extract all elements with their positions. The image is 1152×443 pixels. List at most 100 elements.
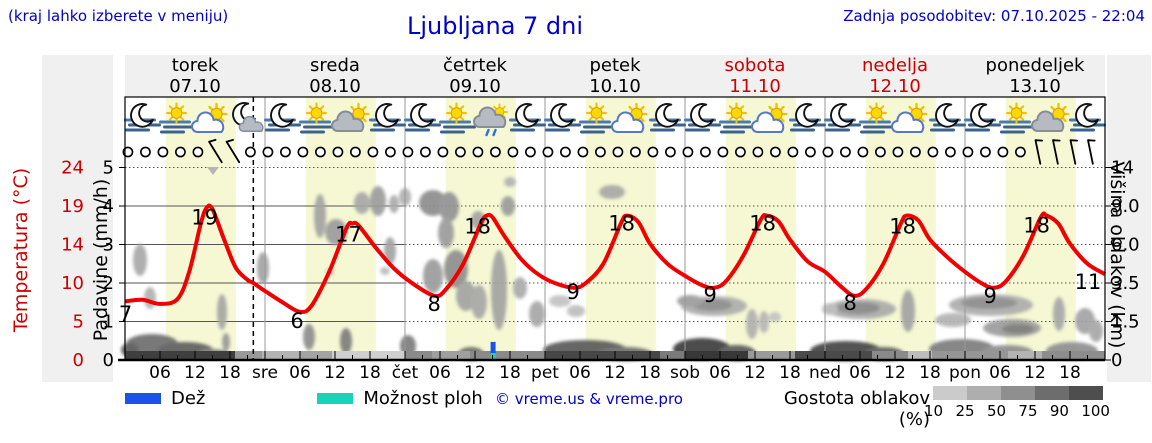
- cloud-blob: [549, 295, 571, 307]
- cloud-blob: [1089, 320, 1103, 342]
- cloud-blob: [822, 303, 838, 315]
- temp-axis-label: 10: [61, 273, 84, 294]
- calm-wind-icon: [752, 146, 764, 158]
- cloud-blob: [438, 218, 454, 248]
- cloud-blob: [501, 196, 515, 216]
- shower-legend-label: Možnost ploh: [363, 388, 483, 409]
- time-tick-label: 12: [184, 363, 206, 383]
- calm-wind-icon: [927, 146, 939, 158]
- cloud-blob: [935, 313, 971, 327]
- day-date: 08.10: [309, 76, 361, 97]
- calm-wind-icon: [332, 146, 344, 158]
- temp-value-label: 9: [983, 284, 996, 308]
- temp-axis-label: 0: [73, 350, 84, 371]
- ground-cloud-strip: [545, 351, 660, 359]
- temperature-curve: [124, 203, 1107, 315]
- moon-icon: [1075, 102, 1099, 128]
- cloud-axis-label: 9.0: [1111, 196, 1140, 217]
- density-scale-label: 75: [1018, 402, 1038, 420]
- calm-wind-icon: [910, 146, 921, 158]
- calm-wind-icon: [175, 146, 186, 158]
- rain-bar: [490, 341, 496, 354]
- calm-wind-icon: [577, 146, 589, 158]
- day-date: 13.10: [1009, 76, 1061, 97]
- cloud-blob: [471, 285, 487, 319]
- temp-value-label: 19: [191, 206, 218, 230]
- calm-wind-icon: [262, 146, 274, 158]
- calm-wind-icon: [560, 146, 571, 158]
- moon-icon: [690, 102, 714, 128]
- moon-icon: [375, 102, 399, 128]
- cloud-blob: [222, 333, 230, 351]
- calm-wind-icon: [892, 146, 904, 158]
- time-tick-label: 12: [744, 363, 766, 383]
- time-tick-label: 18: [359, 363, 381, 383]
- ground-cloud-strip: [685, 351, 748, 359]
- cloud-blob: [217, 294, 227, 330]
- moon-graycloud-icon: [232, 101, 264, 132]
- calm-wind-icon: [122, 146, 134, 158]
- day-date: 10.10: [589, 76, 641, 97]
- calm-wind-icon: [980, 146, 991, 158]
- cloud-blob: [529, 301, 545, 327]
- day-date: 07.10: [169, 76, 221, 97]
- time-tick-label: 12: [324, 363, 346, 383]
- calm-wind-icon: [402, 146, 414, 158]
- temp-value-label: 18: [889, 215, 916, 239]
- precip-axis-label: 3: [103, 235, 114, 256]
- moon-icon: [830, 102, 854, 128]
- cloud-blob: [314, 194, 326, 238]
- wind-barb-icon: [1078, 136, 1105, 165]
- time-tick-label: sre: [252, 363, 278, 383]
- ground-cloud-strip: [332, 351, 405, 359]
- day-date: 12.10: [869, 76, 921, 97]
- day-header-četrtek: četrtek 09.10: [405, 55, 545, 97]
- temp-value-label: 9: [566, 280, 579, 304]
- sun-icon: [166, 102, 187, 124]
- calm-wind-icon: [717, 146, 729, 158]
- density-segment: [933, 386, 967, 400]
- temp-axis-label: 5: [73, 312, 84, 333]
- cloud-density-gradient-bar: [933, 386, 1103, 400]
- left-axis-panel: [42, 55, 113, 382]
- day-header-nedelja: nedelja 12.10: [825, 55, 965, 97]
- ground-cloud-strip: [1008, 351, 1042, 359]
- page-title: Ljubljana 7 dni: [406, 12, 584, 40]
- time-tick-label: ned: [809, 363, 841, 383]
- sun-icon: [1006, 102, 1027, 124]
- calm-wind-icon: [385, 146, 396, 158]
- cloud-blob: [380, 267, 390, 275]
- cloud-blob: [444, 250, 468, 288]
- cloud-blob: [456, 281, 476, 311]
- cloud-blob: [677, 295, 703, 307]
- time-tick-label: 18: [1059, 363, 1081, 383]
- time-tick-label: čet: [392, 363, 419, 383]
- calm-wind-icon: [770, 146, 781, 158]
- sun-icon: [586, 102, 607, 124]
- time-tick-label: 12: [604, 363, 626, 383]
- sun-icon: [446, 102, 467, 124]
- calm-wind-icon: [997, 146, 1009, 158]
- time-tick-label: 18: [219, 363, 241, 383]
- ground-cloud-strip: [432, 351, 470, 359]
- cloud-blob: [133, 244, 147, 276]
- cloud-blob: [340, 328, 352, 354]
- calm-wind-icon: [682, 146, 694, 158]
- precip-axis-label: 4: [103, 196, 114, 217]
- cloud-blob: [257, 252, 269, 284]
- day-header-petek: petek 10.10: [545, 55, 685, 97]
- cloud-axis-label: 6.0: [1111, 235, 1140, 256]
- ground-cloud-strip: [405, 351, 432, 359]
- cloud-blob: [1053, 297, 1065, 331]
- moon-fog-icon: [684, 102, 721, 132]
- temp-value-label: 18: [749, 212, 776, 236]
- time-tick-label: 12: [464, 363, 486, 383]
- time-tick-label: 06: [289, 363, 311, 383]
- moon-fog-icon: [124, 102, 161, 132]
- calm-wind-icon: [367, 146, 379, 158]
- copyright-link[interactable]: © vreme.us & vreme.pro: [495, 390, 683, 408]
- time-tick-label: 12: [884, 363, 906, 383]
- temp-axis-label: 24: [61, 158, 84, 179]
- calm-wind-icon: [735, 146, 746, 158]
